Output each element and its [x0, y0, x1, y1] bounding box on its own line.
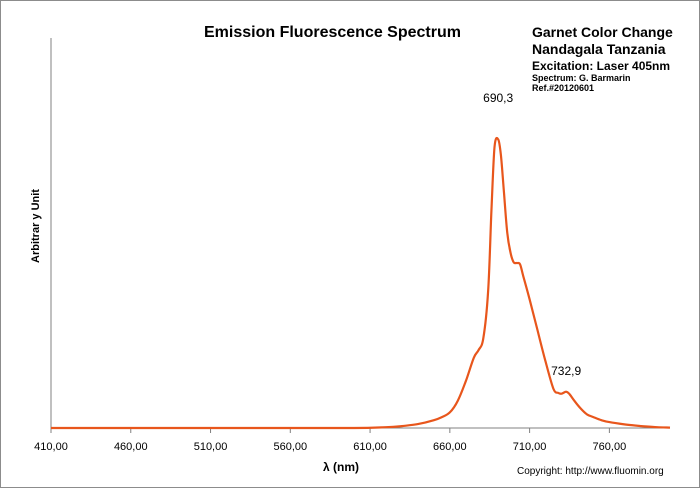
sample-name-line-2: Nandagala Tanzania: [532, 41, 666, 57]
x-tick-label: 760,00: [593, 441, 627, 453]
x-tick-label: 410,00: [34, 441, 68, 453]
x-tick-label: 710,00: [513, 441, 547, 453]
x-tick-label: 460,00: [114, 441, 148, 453]
spectrum-line: [51, 136, 671, 430]
chart-title: Emission Fluorescence Spectrum: [204, 24, 461, 41]
x-tick-label: 610,00: [353, 441, 387, 453]
x-tick-label: 510,00: [194, 441, 228, 453]
x-tick-label: 660,00: [433, 441, 467, 453]
reference-number: Ref.#20120601: [532, 83, 595, 93]
peak-annotation: 732,9: [551, 364, 581, 378]
peak-annotation: 690,3: [483, 91, 513, 105]
x-tick-label: 560,00: [273, 441, 307, 453]
excitation-label: Excitation: Laser 405nm: [532, 59, 671, 73]
x-axis-label: λ (nm): [323, 460, 359, 474]
sample-name-line-1: Garnet Color Change: [532, 24, 673, 40]
spectrum-author: Spectrum: G. Barmarin: [532, 73, 631, 83]
copyright-notice: Copyright: http://www.fluomin.org: [517, 466, 664, 477]
